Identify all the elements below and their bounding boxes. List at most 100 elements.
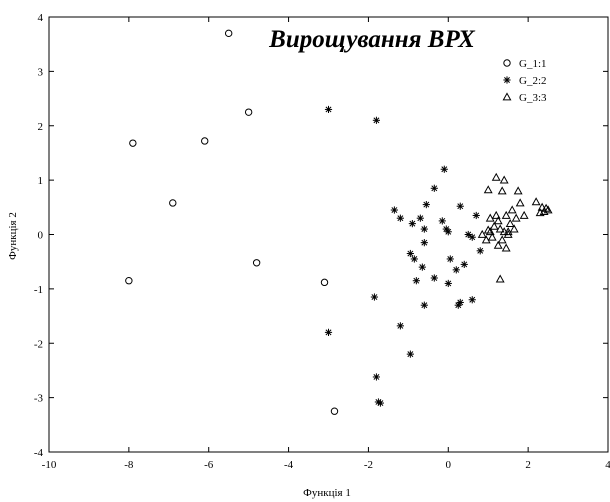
- data-point-triangle: [495, 224, 505, 233]
- data-point-triangle: [509, 224, 519, 233]
- data-point-triangle: [485, 213, 495, 222]
- series-2: [324, 105, 484, 407]
- legend-marker-star: [503, 76, 511, 84]
- legend-marker-circle: [503, 59, 511, 67]
- y-tick-label: 2: [38, 121, 44, 133]
- data-point-triangle: [543, 205, 553, 214]
- legend: G_1:1 G_2:2 G_3:3: [502, 58, 547, 104]
- series-1: [125, 29, 339, 415]
- data-point-star: [472, 211, 480, 220]
- data-point-triangle: [503, 227, 513, 236]
- data-point-circle: [320, 278, 329, 287]
- y-tick-label: -2: [34, 338, 43, 350]
- x-axis-title: Функція 1: [303, 487, 351, 499]
- data-point-triangle: [481, 235, 491, 244]
- data-point-star: [420, 239, 428, 247]
- data-points: [125, 29, 553, 415]
- data-point-star: [438, 217, 446, 225]
- data-point-triangle: [487, 232, 497, 241]
- chart-title: Вирощування ВРХ: [268, 26, 476, 53]
- series-3: [477, 172, 553, 283]
- data-point-circle: [201, 137, 209, 145]
- data-point-star: [456, 202, 464, 210]
- data-point-triangle: [493, 240, 503, 249]
- data-point-triangle: [515, 198, 525, 207]
- data-point-star: [430, 274, 438, 282]
- data-point-star: [468, 296, 476, 304]
- data-point-star: [324, 105, 333, 114]
- data-point-circle: [244, 108, 253, 116]
- data-point-circle: [252, 259, 261, 267]
- data-point-star: [420, 225, 428, 233]
- data-point-star: [440, 165, 448, 173]
- data-point-triangle: [501, 210, 511, 219]
- data-point-star: [406, 350, 414, 358]
- data-point-triangle: [499, 175, 509, 184]
- data-point-star: [464, 230, 472, 239]
- data-point-triangle: [485, 227, 495, 236]
- data-point-triangle: [531, 197, 541, 206]
- data-point-star: [420, 301, 428, 309]
- data-point-star: [460, 260, 468, 269]
- data-point-triangle: [505, 218, 515, 228]
- data-point-circle: [330, 407, 339, 415]
- data-point-circle: [125, 277, 133, 285]
- x-tick-label: -4: [284, 459, 294, 471]
- data-point-triangle: [507, 205, 517, 214]
- data-point-star: [444, 228, 452, 236]
- legend-marker-triangle: [502, 92, 512, 101]
- y-tick-label: -1: [34, 284, 43, 296]
- y-tick-label: -3: [34, 393, 44, 405]
- data-point-triangle: [519, 210, 529, 219]
- data-point-triangle: [483, 225, 493, 234]
- axis-ticks: -10 -8 -6 -4 -2 0 2 4 4 3 2 1 0 -1 -2 -3 -4: [34, 12, 610, 471]
- data-point-triangle: [477, 229, 487, 238]
- data-point-star: [406, 249, 414, 258]
- x-tick-label: 2: [525, 459, 531, 471]
- data-point-star: [422, 200, 430, 209]
- data-point-triangle: [497, 186, 507, 195]
- data-point-star: [430, 184, 438, 192]
- y-tick-label: 1: [38, 175, 44, 187]
- legend-label: G_3:3: [519, 92, 547, 104]
- data-point-triangle: [483, 185, 493, 194]
- data-point-star: [376, 399, 385, 407]
- y-tick-label: 0: [38, 230, 44, 242]
- data-point-star: [396, 214, 404, 222]
- data-point-triangle: [497, 235, 507, 244]
- data-point-triangle: [493, 216, 503, 225]
- data-point-circle: [129, 139, 137, 147]
- data-point-star: [390, 206, 398, 214]
- data-point-triangle: [501, 243, 511, 252]
- x-tick-label: 0: [446, 459, 452, 471]
- data-point-triangle: [495, 274, 505, 283]
- data-point-star: [372, 116, 381, 124]
- data-point-triangle: [491, 172, 501, 181]
- y-tick-label: -4: [34, 447, 44, 459]
- data-point-triangle: [511, 213, 521, 222]
- data-point-triangle: [503, 229, 513, 238]
- x-tick-label: -8: [124, 459, 134, 471]
- data-point-triangle: [539, 207, 549, 216]
- data-point-star: [446, 255, 454, 263]
- y-axis-title: Функція 2: [7, 212, 19, 260]
- data-point-star: [418, 263, 426, 271]
- x-tick-label: -2: [364, 459, 373, 471]
- data-point-star: [396, 322, 404, 330]
- legend-label: G_1:1: [519, 58, 547, 70]
- y-tick-label: 3: [38, 66, 44, 78]
- data-point-star: [372, 373, 381, 381]
- x-tick-label: -6: [204, 459, 214, 471]
- y-tick-label: 4: [38, 12, 44, 24]
- data-point-star: [468, 233, 476, 241]
- data-point-star: [370, 293, 379, 301]
- legend-label: G_2:2: [519, 75, 547, 87]
- data-point-circle: [224, 29, 233, 38]
- data-point-star: [456, 298, 464, 307]
- data-point-triangle: [491, 210, 501, 219]
- data-point-star: [324, 328, 333, 336]
- data-point-star: [452, 266, 460, 274]
- data-point-triangle: [537, 202, 547, 211]
- data-point-star: [412, 277, 420, 285]
- data-point-triangle: [513, 186, 523, 195]
